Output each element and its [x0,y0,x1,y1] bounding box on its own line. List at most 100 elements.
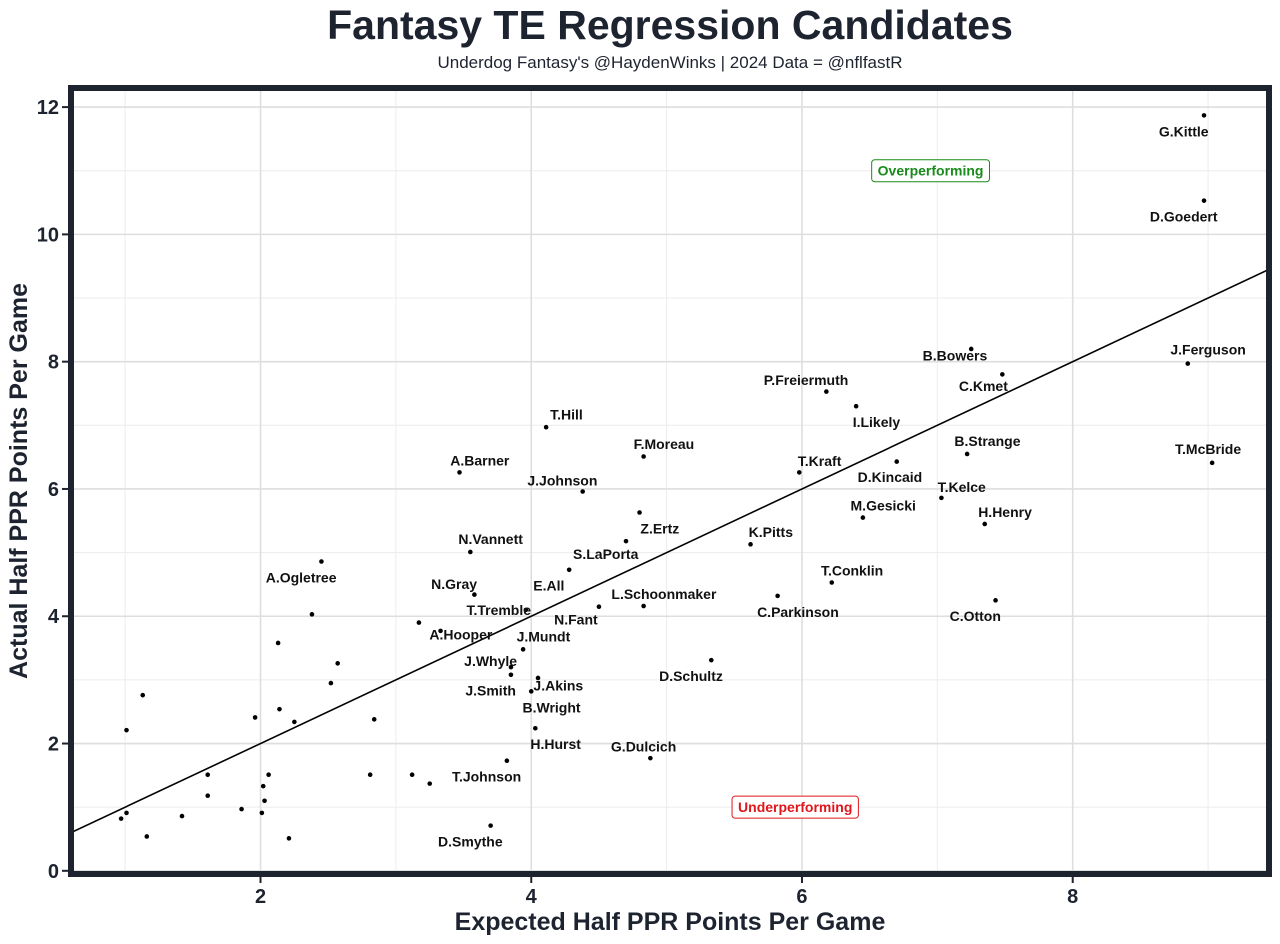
data-point [124,811,129,816]
data-point [292,720,297,725]
x-axis-title: Expected Half PPR Points Per Game [455,908,886,936]
data-point [861,515,866,520]
data-point [335,661,340,666]
data-point [180,814,185,819]
data-point [145,834,150,839]
point-label: D.Kincaid [858,469,923,485]
data-point [260,811,265,816]
data-point [310,612,315,617]
y-tick-label: 6 [48,479,59,501]
point-label: M.Gesicki [851,498,916,514]
reference-line-layer [0,24,1280,937]
data-point [140,693,145,698]
data-point [624,539,629,544]
point-label: J.Ferguson [1170,342,1245,358]
data-point [637,510,642,515]
data-point [648,756,653,761]
data-point [567,567,572,572]
point-label: L.Schoonmaker [611,586,717,602]
point-label: H.Henry [978,504,1032,520]
data-point [509,672,514,677]
data-point [797,470,802,475]
data-point [368,772,373,777]
reference-line [0,24,1280,937]
data-point [1202,198,1207,203]
data-point [205,772,210,777]
data-point [709,658,714,663]
data-point [1210,461,1215,466]
point-label: H.Hurst [530,736,581,752]
point-label: D.Goedert [1150,209,1218,225]
point-label: B.Strange [954,433,1020,449]
y-tick-label: 8 [48,352,59,374]
point-label: N.Gray [431,576,477,592]
y-tick-label: 10 [37,224,59,246]
data-point [372,717,377,722]
x-tick-label: 2 [255,886,266,908]
point-label: A.Ogletree [266,569,337,585]
data-point [894,459,899,464]
data-point [1185,361,1190,366]
y-tick-label: 0 [48,861,59,883]
point-labels-layer: G.KittleD.GoedertJ.FergusonT.McBrideB.Bo… [266,123,1246,849]
data-point [239,807,244,812]
data-point [261,784,266,789]
data-point [982,522,987,527]
data-point [410,772,415,777]
data-point [1000,372,1005,377]
y-tick-label: 2 [48,734,59,756]
point-label: N.Vannett [458,531,523,547]
data-point [544,425,549,430]
point-label: I.Likely [853,414,901,430]
data-point [276,641,281,646]
point-label: K.Pitts [749,524,794,540]
point-label: G.Kittle [1159,123,1209,139]
grid-layer [71,88,1269,874]
point-label: B.Wright [523,699,581,715]
data-point [287,836,292,841]
x-tick-label: 8 [1067,886,1078,908]
data-point [417,620,422,625]
point-label: Z.Ertz [640,520,679,536]
point-label: T.Johnson [452,769,521,785]
point-label: A.Barner [450,452,510,468]
point-label: G.Dulcich [611,739,676,755]
data-point [965,452,970,457]
ticks-layer: 2 4 6 8 0 2 4 6 8 10 12 [37,97,1079,908]
data-point [533,726,538,731]
data-point [939,496,944,501]
data-point [748,542,753,547]
data-point [119,816,124,821]
data-point [641,454,646,459]
point-label: T.Kelce [938,479,986,495]
data-point [329,681,334,686]
data-point [775,594,780,599]
point-label: E.All [533,578,564,594]
data-point [854,404,859,409]
y-tick-label: 4 [48,606,60,628]
scatter-plot: G.KittleD.GoedertJ.FergusonT.McBrideB.Bo… [0,0,1280,944]
data-point [993,598,998,603]
point-label: C.Otton [950,608,1001,624]
annotation-label: Overperforming [878,163,984,179]
data-point [521,647,526,652]
point-label: C.Parkinson [757,604,839,620]
data-point [580,489,585,494]
x-tick-label: 6 [796,886,807,908]
point-label: J.Whyle [464,653,517,669]
x-tick-label: 4 [526,886,538,908]
data-point [277,707,282,712]
point-label: D.Smythe [438,834,503,850]
point-label: N.Fant [554,611,598,627]
plot-frame [71,88,1269,874]
data-point [205,793,210,798]
data-point [253,715,258,720]
point-label: T.McBride [1175,441,1241,457]
point-label: S.LaPorta [573,546,639,562]
point-label: J.Johnson [527,473,597,489]
y-tick-label: 12 [37,97,59,119]
data-point [427,781,432,786]
point-label: T.Conklin [821,562,883,578]
data-point [824,389,829,394]
point-label: J.Mundt [517,629,571,645]
